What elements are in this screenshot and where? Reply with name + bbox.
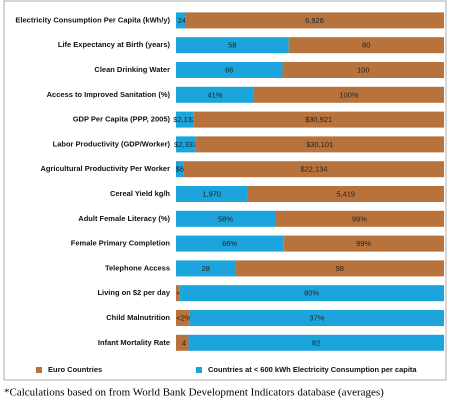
category-label: Living on $2 per day: [97, 288, 170, 297]
value-label: 99%: [352, 214, 367, 223]
legend-label: Euro Countries: [48, 365, 102, 374]
value-label: 58: [228, 41, 236, 50]
bar-segment: [176, 136, 196, 153]
bar-segment: [179, 285, 444, 302]
value-label: 66: [225, 65, 233, 74]
category-label: Labor Productivity (GDP/Worker): [53, 139, 171, 148]
category-label: Agricultural Productivity Per Worker: [41, 164, 171, 173]
value-label: 37%: [309, 313, 324, 322]
value-label: 58%: [218, 214, 233, 223]
bar-segment: [288, 37, 444, 54]
bar-segment: [189, 310, 444, 326]
category-label: Life Expectancy at Birth (years): [58, 40, 171, 49]
value-label: 4: [182, 338, 186, 347]
bar-segment: [188, 334, 444, 351]
category-label: Infant Mortality Rate: [98, 338, 170, 347]
chart-frame: [3, 0, 447, 381]
bar-segment: [176, 186, 248, 202]
value-label: 1,970: [202, 189, 221, 198]
bar-segment: [183, 161, 444, 178]
value-label: 41%: [207, 90, 222, 99]
value-label: 82: [312, 338, 320, 347]
bar-segment: [185, 12, 445, 29]
value-label: 80: [362, 41, 370, 50]
value-label: 100: [357, 65, 370, 74]
value-label: $22,134: [300, 165, 327, 174]
category-label: Adult Female Literacy (%): [78, 214, 170, 223]
legend-label: Countries at < 600 kWh Electricity Consu…: [208, 365, 417, 374]
bar-segment: [176, 285, 180, 302]
bar-segment: [283, 235, 444, 252]
category-label: Clean Drinking Water: [94, 65, 170, 74]
bar-segment: [176, 310, 190, 326]
category-label: Access to Improved Sanitation (%): [47, 90, 171, 99]
value-label: 98: [336, 264, 344, 273]
category-label: Electricity Consumption Per Capita (kWh/…: [15, 15, 170, 24]
bar-segment: [282, 62, 444, 78]
bar-segment: [176, 111, 194, 128]
bar-segment: [195, 136, 444, 153]
footnote: *Calculations based on from World Bank D…: [4, 387, 384, 399]
bar-segment: [235, 260, 444, 277]
value-label: $30,921: [305, 115, 332, 124]
bar-segment: [275, 210, 444, 227]
bar-segment: [176, 12, 186, 29]
legend-swatch: [36, 367, 42, 373]
value-label: 80%: [304, 289, 319, 298]
value-label: $2,132: [173, 115, 196, 124]
bar-segment: [176, 235, 284, 252]
value-label: 100%: [339, 90, 359, 99]
bar-segment: [247, 186, 444, 202]
value-label: 6,926: [305, 16, 324, 25]
bar-segment: [193, 111, 444, 128]
bar-segment: [176, 161, 184, 178]
value-label: $2,337: [174, 140, 197, 149]
bar-segment: [253, 86, 444, 103]
value-label: <2%: [176, 313, 192, 322]
category-label: Child Malnutrition: [106, 313, 170, 322]
bar-segment: [176, 37, 289, 54]
value-label: 28: [202, 264, 210, 273]
bar-segment: [176, 334, 189, 351]
value-label: 5,419: [336, 189, 355, 198]
category-label: GDP Per Capita (PPP, 2005): [73, 115, 171, 124]
category-label: Telephone Access: [105, 263, 170, 272]
legend-swatch: [196, 367, 202, 373]
category-label: Female Primary Completion: [71, 239, 171, 248]
value-label: 242: [178, 16, 191, 25]
bar-segment: [176, 62, 283, 78]
category-label: Cereal Yield kg/h: [110, 189, 170, 198]
value-label: 99%: [356, 239, 371, 248]
bar-segment: [176, 260, 236, 277]
bar-segment: [176, 210, 276, 227]
bar-segment: [176, 86, 254, 103]
value-label: 66%: [222, 239, 237, 248]
value-label: $30,101: [306, 140, 333, 149]
